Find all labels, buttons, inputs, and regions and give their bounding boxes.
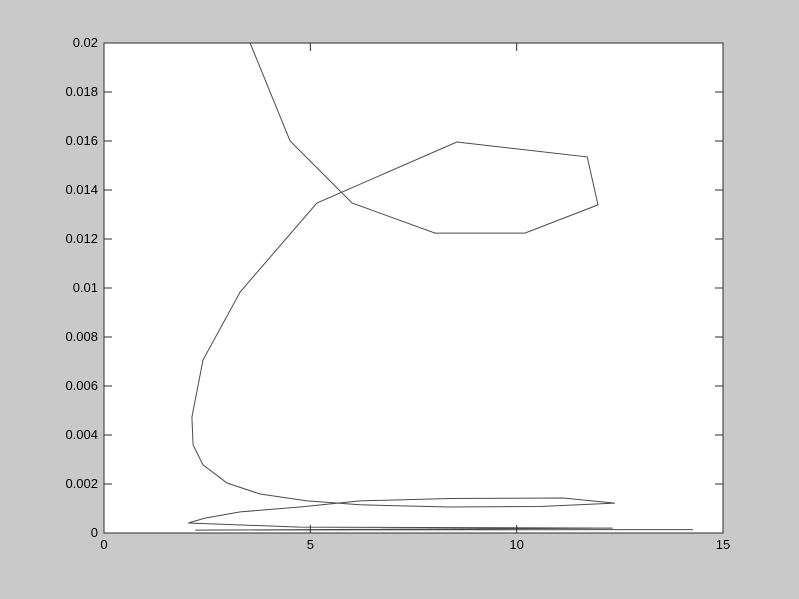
y-tick-label: 0.002 — [65, 476, 98, 491]
y-tick-label: 0 — [91, 525, 98, 540]
y-tick-label: 0.014 — [65, 182, 98, 197]
y-tick-label: 0.006 — [65, 378, 98, 393]
y-tick-label: 0.012 — [65, 231, 98, 246]
trajectory-line — [188, 43, 693, 531]
y-tick-label: 0.008 — [65, 329, 98, 344]
x-tick-label: 5 — [307, 537, 314, 552]
x-tick-label: 15 — [716, 537, 730, 552]
y-tick-label: 0.01 — [73, 280, 98, 295]
plot-area — [104, 43, 723, 533]
y-tick-label: 0.004 — [65, 427, 98, 442]
y-tick-label: 0.018 — [65, 84, 98, 99]
y-tick-label: 0.02 — [73, 35, 98, 50]
x-tick-label: 10 — [509, 537, 523, 552]
x-tick-label: 0 — [100, 537, 107, 552]
y-tick-label: 0.016 — [65, 133, 98, 148]
